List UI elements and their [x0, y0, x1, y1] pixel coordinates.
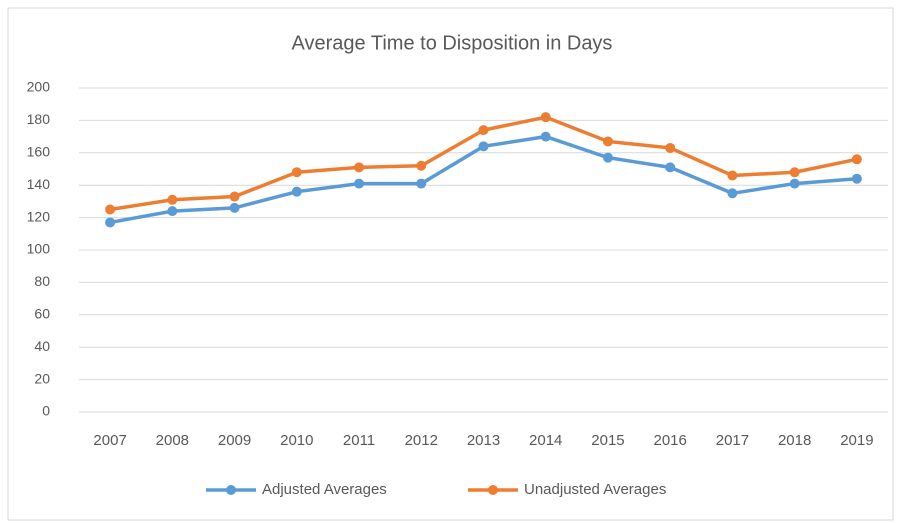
legend-marker: [226, 485, 236, 495]
data-point: [789, 178, 800, 189]
x-tick-label: 2007: [93, 432, 126, 449]
data-point: [851, 154, 862, 165]
data-point: [789, 167, 800, 178]
y-tick-label: 140: [27, 176, 51, 192]
data-point: [167, 194, 178, 205]
x-tick-label: 2011: [343, 432, 375, 449]
data-point: [851, 173, 862, 184]
chart-title: Average Time to Disposition in Days: [292, 32, 613, 54]
y-tick-label: 40: [34, 338, 50, 354]
data-point: [602, 152, 613, 163]
data-point: [416, 160, 427, 171]
data-point: [540, 131, 551, 142]
data-point: [354, 162, 365, 173]
x-tick-label: 2016: [654, 432, 687, 449]
x-tick-label: 2009: [218, 432, 251, 449]
data-point: [105, 217, 116, 228]
legend-marker: [488, 485, 498, 495]
data-point: [229, 202, 240, 213]
data-point: [540, 112, 551, 123]
data-point: [105, 204, 116, 215]
y-tick-label: 0: [42, 403, 50, 419]
x-tick-label: 2019: [840, 432, 873, 449]
y-tick-label: 120: [27, 208, 51, 224]
y-tick-label: 100: [27, 241, 51, 257]
x-tick-label: 2012: [405, 432, 438, 449]
legend-label: Adjusted Averages: [262, 481, 387, 498]
data-point: [167, 206, 178, 217]
data-point: [478, 141, 489, 152]
data-point: [727, 188, 738, 199]
data-point: [416, 178, 427, 189]
x-tick-label: 2014: [529, 432, 562, 449]
x-tick-label: 2015: [591, 432, 624, 449]
data-point: [665, 142, 676, 153]
data-point: [354, 178, 365, 189]
y-tick-label: 60: [34, 306, 50, 322]
data-point: [665, 162, 676, 173]
x-tick-label: 2017: [716, 432, 749, 449]
x-tick-label: 2018: [778, 432, 811, 449]
x-tick-label: 2010: [280, 432, 313, 449]
data-point: [602, 136, 613, 147]
y-tick-label: 160: [27, 144, 51, 160]
y-tick-label: 20: [34, 370, 50, 386]
y-tick-label: 80: [34, 273, 50, 289]
y-tick-label: 200: [27, 79, 51, 95]
data-point: [291, 186, 302, 197]
chart-border: [7, 7, 894, 521]
data-point: [229, 191, 240, 202]
x-tick-label: 2013: [467, 432, 500, 449]
data-point: [291, 167, 302, 178]
x-tick-label: 2008: [156, 432, 189, 449]
y-tick-label: 180: [27, 111, 51, 127]
data-point: [727, 170, 738, 181]
legend-label: Unadjusted Averages: [524, 481, 666, 498]
data-point: [478, 125, 489, 136]
